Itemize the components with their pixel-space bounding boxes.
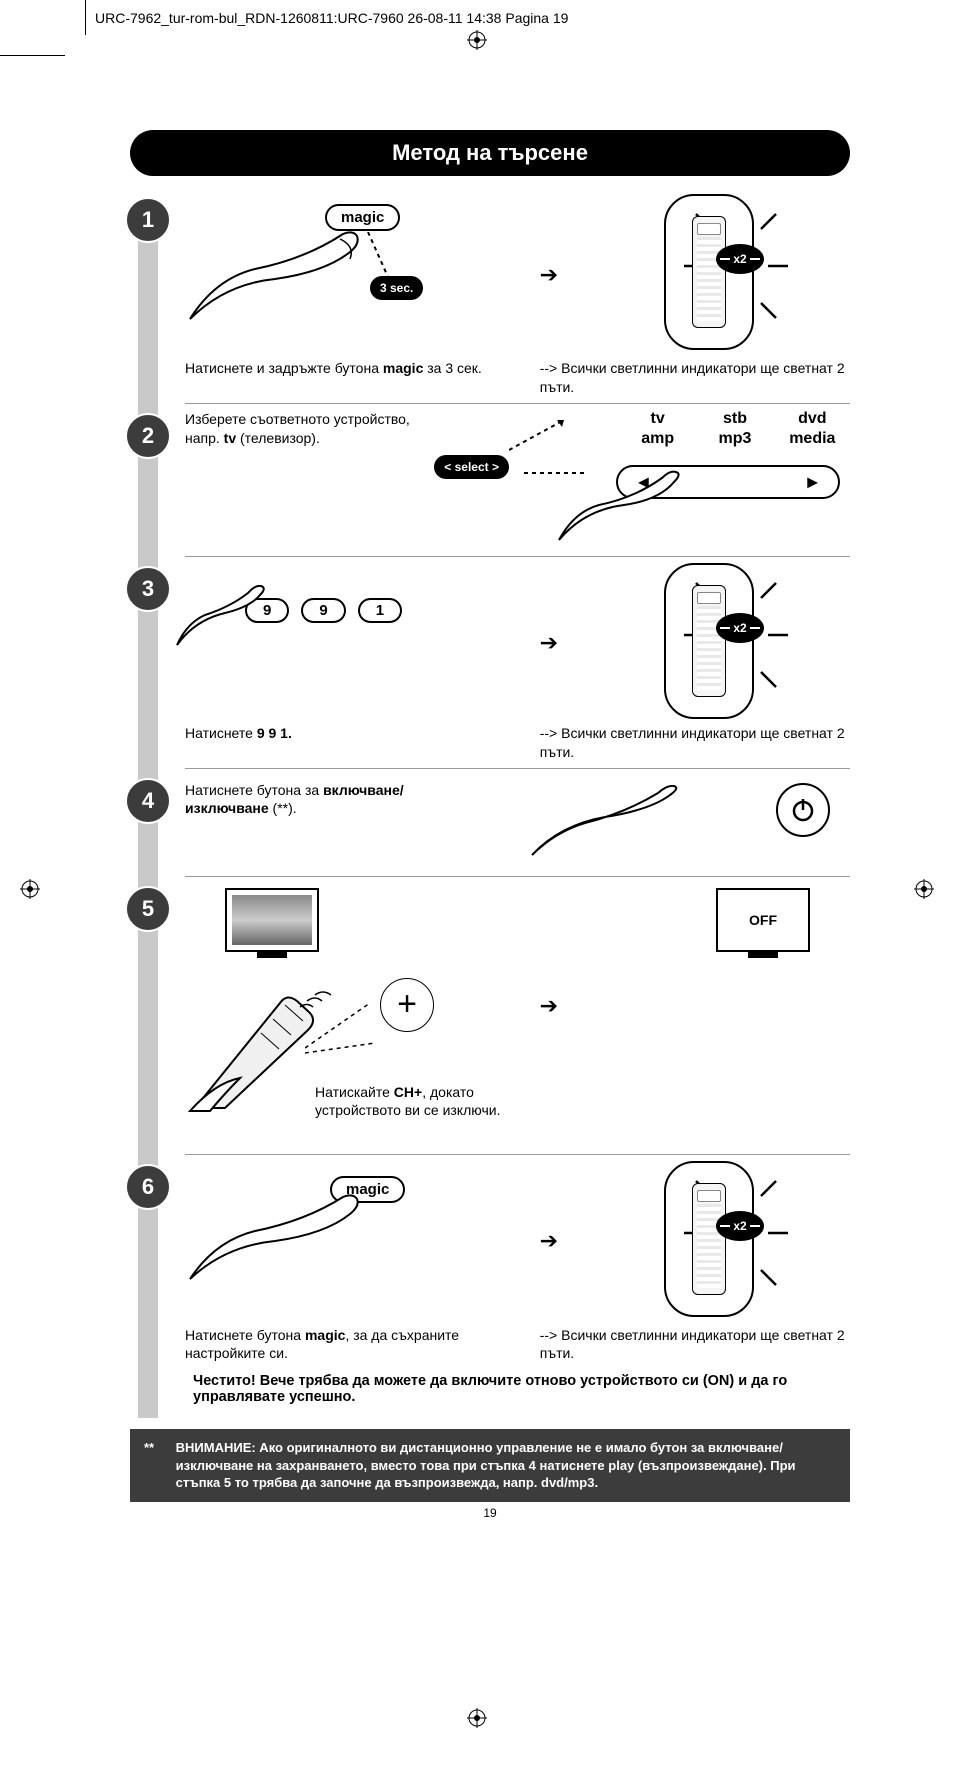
remote-blink-icon: x2 — [664, 194, 754, 350]
step-1: 1 magic 3 sec. — [130, 194, 850, 404]
step3-caption-left: Натиснете 9 9 1. — [185, 724, 530, 743]
step-number: 4 — [125, 778, 171, 824]
register-mark-icon — [467, 30, 487, 50]
arrow-right-icon: ➔ — [540, 1228, 558, 1254]
hand-press-icon — [530, 785, 700, 865]
step-number: 6 — [125, 1164, 171, 1210]
text-bold: tv — [224, 430, 236, 446]
hand-press-icon — [185, 224, 375, 334]
text: Натиснете бутона за — [185, 782, 323, 798]
step4-text: Натиснете бутона за включване/изключване… — [185, 775, 480, 819]
step-number: 2 — [125, 413, 171, 459]
step1-caption-left: Натиснете и задръжте бутона magic за 3 с… — [185, 359, 530, 378]
text: Натиснете и задръжте бутона — [185, 360, 383, 376]
step-number: 5 — [125, 886, 171, 932]
device-label: amp — [630, 430, 685, 448]
section-title: Метод на търсене — [130, 130, 850, 176]
arrow-right-icon: ➔ — [540, 262, 558, 288]
step-number: 1 — [125, 197, 171, 243]
power-button-icon — [776, 783, 830, 837]
pdf-header: URC-7962_tur-rom-bul_RDN-1260811:URC-796… — [95, 10, 568, 26]
footnote-stars: ** — [144, 1439, 172, 1457]
register-mark-icon — [467, 1708, 487, 1728]
device-label: media — [785, 430, 840, 448]
device-label: mp3 — [707, 430, 762, 448]
hand-press-icon — [554, 470, 694, 550]
key-icon: 1 — [358, 598, 402, 623]
device-label: tv — [630, 410, 685, 428]
text: (**). — [269, 800, 297, 816]
crop-line — [85, 0, 86, 35]
triangle-right-icon: ▶ — [807, 473, 818, 490]
page: URC-7962_tur-rom-bul_RDN-1260811:URC-796… — [0, 0, 954, 1778]
step-4: 4 Натиснете бутона за включване/изключва… — [130, 775, 850, 877]
steps-container: 1 magic 3 sec. — [130, 194, 850, 1423]
step5-text: Натискайте CH+, докато устройството ви с… — [315, 1083, 505, 1121]
device-grid: tv stb dvd amp mp3 media — [630, 410, 840, 448]
arrow-right-icon: ➔ — [540, 630, 558, 656]
congrats-text: Честито! Вече трябва да можете да включи… — [185, 1363, 850, 1417]
page-number: 19 — [130, 1506, 850, 1520]
dashed-line-icon — [305, 998, 385, 1058]
x2-badge: x2 — [716, 613, 764, 643]
text-bold: 9 9 1. — [257, 725, 292, 741]
crop-line — [0, 55, 65, 56]
x2-badge: x2 — [716, 244, 764, 274]
footnote-box: ** ВНИМАНИЕ: Ако оригиналното ви дистанц… — [130, 1429, 850, 1502]
ch-plus-icon: + — [380, 978, 434, 1032]
text-bold: magic — [383, 360, 423, 376]
footnote-text: ВНИМАНИЕ: Ако оригиналното ви дистанцион… — [176, 1439, 834, 1492]
hand-press-icon — [185, 1191, 375, 1291]
dashed-arrow-icon — [509, 415, 579, 455]
step1-caption-right: --> Всички светлинни индикатори ще светн… — [540, 359, 850, 397]
step2-text: Изберете съответното устройство, напр. t… — [185, 410, 414, 448]
step-5: 5 — [130, 883, 850, 1155]
remote-blink-icon: x2 — [664, 563, 754, 719]
text: за 3 сек. — [423, 360, 481, 376]
step6-caption-right: --> Всички светлинни индикатори ще светн… — [540, 1326, 850, 1364]
select-label-badge: < select > — [434, 455, 509, 479]
hand-press-icon — [175, 585, 275, 655]
text: Натиснете бутона — [185, 1327, 305, 1343]
key-icon: 9 — [301, 598, 345, 623]
device-label: stb — [707, 410, 762, 428]
step-2: 2 Изберете съответното устройство, напр.… — [130, 410, 850, 557]
step-6: 6 magic — [130, 1161, 850, 1424]
text-bold: magic — [305, 1327, 345, 1343]
register-mark-icon — [914, 879, 934, 899]
register-mark-icon — [20, 879, 40, 899]
text: Натиснете — [185, 725, 257, 741]
hold-duration-badge: 3 sec. — [370, 276, 423, 300]
content: Метод на търсене 1 magic 3 sec. — [130, 130, 850, 1520]
tv-off-icon: OFF — [716, 888, 810, 952]
text-bold: CH+ — [394, 1084, 422, 1100]
text: Натискайте — [315, 1084, 394, 1100]
step3-caption-right: --> Всички светлинни индикатори ще светн… — [540, 724, 850, 762]
off-label: OFF — [723, 895, 803, 945]
text: (телевизор). — [236, 430, 320, 446]
arrow-right-icon: ➔ — [540, 883, 558, 1019]
step-number: 3 — [125, 566, 171, 612]
tv-on-icon — [225, 888, 319, 952]
device-label: dvd — [785, 410, 840, 428]
step6-caption-left: Натиснете бутона magic, за да съхраните … — [185, 1326, 530, 1364]
remote-blink-icon: x2 — [664, 1161, 754, 1317]
step-3: 3 9 9 1 — [130, 563, 850, 769]
x2-badge: x2 — [716, 1211, 764, 1241]
